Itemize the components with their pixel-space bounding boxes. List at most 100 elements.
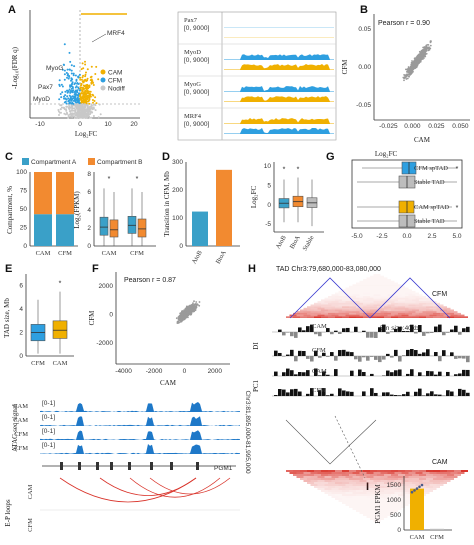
hic-cell (307, 482, 314, 484)
b-point (414, 63, 416, 66)
hic-cell (380, 504, 388, 506)
hic-cell (370, 282, 377, 285)
hic-cell (314, 306, 321, 308)
h-track-bar (290, 332, 294, 337)
gene-track-rows: Pax7[0, 9000]MyoD[0, 9000]MyoG[0, 9000]M… (178, 17, 336, 141)
hic-cell (331, 484, 339, 486)
hic-cell (363, 306, 370, 308)
hic-cell (373, 290, 381, 293)
volcano-point (66, 68, 69, 71)
volcano-point (59, 108, 62, 111)
volcano-point (77, 76, 80, 79)
h-di-cam: CAM (312, 323, 327, 330)
hic-cell (387, 504, 395, 506)
volcano-point (58, 98, 61, 101)
hic-cell (391, 299, 398, 302)
hic-cell (377, 514, 384, 516)
volcano-point (92, 103, 95, 106)
volcano-point (107, 13, 109, 15)
hic-cell (419, 486, 426, 488)
hic-cell (408, 476, 416, 478)
hic-cell (412, 309, 419, 312)
atac-sample-label: CAM (13, 403, 28, 410)
hic-cell (370, 316, 377, 318)
hic-cell (335, 312, 342, 315)
volcano-point (86, 98, 89, 101)
b-ytick: 0.00 (358, 64, 371, 71)
volcano-point (76, 106, 79, 109)
hic-cell (401, 488, 409, 490)
hic-cell (440, 474, 447, 476)
hic-cell (345, 311, 353, 313)
volcano-point (70, 90, 72, 93)
c-star: * (108, 176, 111, 183)
hic-cell (401, 472, 409, 474)
hic-cell (324, 484, 332, 486)
b-ytick: 0.05 (358, 26, 371, 33)
d-left-ytick: 100 (172, 215, 183, 222)
hic-cell (454, 312, 461, 315)
hic-cell (366, 476, 374, 478)
hic-cell (335, 486, 342, 488)
hic-cell (363, 279, 370, 281)
hic-cell (328, 486, 335, 488)
hic-cell (401, 314, 409, 317)
hic-cell (345, 504, 353, 506)
hic-cell (345, 307, 353, 310)
hic-cell (384, 312, 391, 315)
hic-cell (335, 306, 342, 308)
hic-cell (363, 302, 370, 305)
h-track-bar (422, 352, 426, 357)
hic-cell (461, 470, 468, 472)
f-point (180, 317, 183, 319)
atac-ylabel: ATAC-seq signal (11, 404, 19, 452)
atac-coords: Chr3:81,895,000-81,995,000 (244, 390, 251, 474)
hic-cell (328, 478, 335, 480)
b-point (416, 62, 418, 65)
b-point (412, 63, 415, 66)
hic-cell (359, 492, 367, 494)
hic-cell (310, 314, 318, 317)
b-xtick: 0.050 (452, 123, 469, 130)
hic-cell (366, 301, 374, 303)
f-xtick: -2000 (146, 368, 163, 375)
volcano-point (82, 88, 85, 90)
volcano-point (99, 113, 102, 116)
hic-cell (352, 301, 360, 303)
hic-cell (391, 470, 398, 472)
hic-cell (366, 290, 374, 293)
volcano-point (68, 102, 71, 105)
hic-cell (349, 306, 356, 308)
hic-cell (321, 316, 328, 318)
hic-heatmap-cfm (286, 274, 468, 319)
hic-cell (380, 480, 388, 482)
hic-cell (366, 297, 374, 300)
hic-cell (300, 309, 307, 312)
hic-cell (450, 311, 458, 313)
hic-cell (387, 496, 395, 498)
volcano-point (75, 113, 77, 116)
hic-cell (394, 504, 402, 506)
hic-cell (380, 492, 388, 494)
hic-cell (419, 470, 426, 472)
volcano-point (64, 90, 67, 93)
volcano-point (84, 60, 86, 63)
b-point (411, 60, 413, 62)
volcano-point (60, 104, 63, 107)
volcano-point (89, 13, 91, 15)
hic-cell (384, 306, 391, 308)
hic-cell (422, 307, 430, 310)
legend-comp-b-swatch (88, 158, 95, 165)
hic-cell (422, 476, 430, 478)
volcano-point (70, 102, 73, 105)
b-point (421, 56, 423, 59)
hic-cell (352, 492, 360, 494)
h-track-bar (290, 349, 294, 357)
hic-cell (384, 279, 391, 281)
hic-cell (307, 474, 314, 476)
volcano-point (97, 78, 100, 81)
hic-cell (317, 472, 325, 474)
hic-cell (303, 307, 311, 310)
hic-cell (401, 311, 409, 313)
hic-cell (331, 476, 339, 478)
